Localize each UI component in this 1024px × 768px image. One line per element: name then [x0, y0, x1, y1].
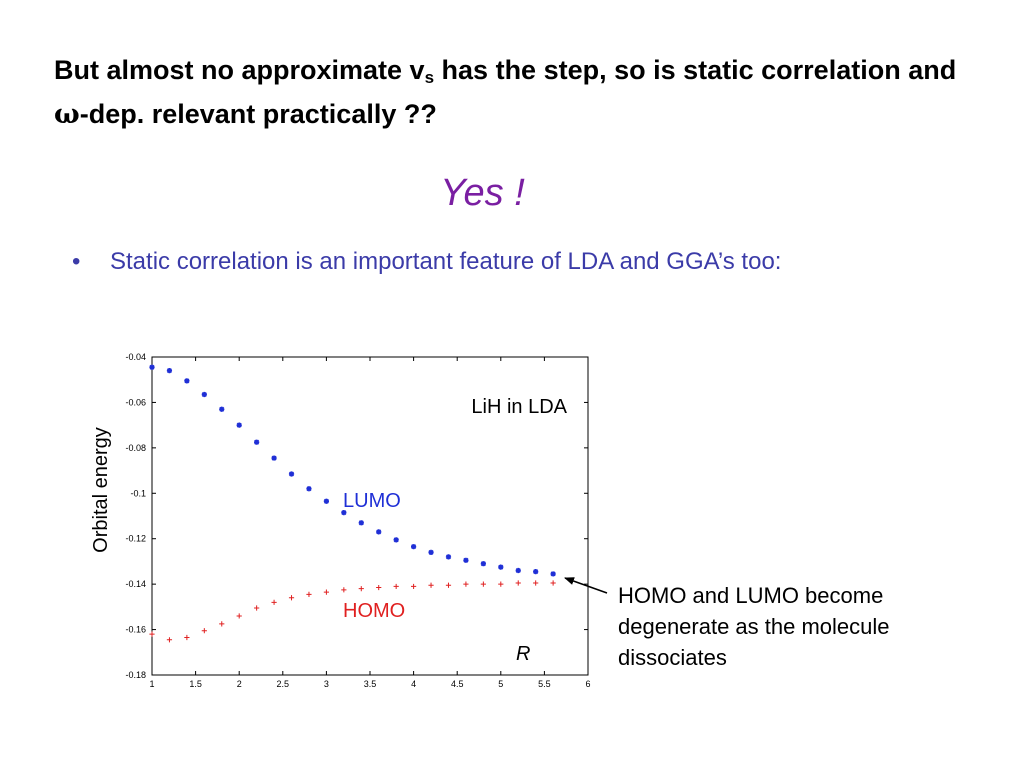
- lumo-point: [306, 486, 312, 492]
- homo-point: [254, 605, 260, 611]
- lumo-point: [149, 364, 155, 370]
- homo-point: [533, 580, 539, 586]
- x-tick-label: 4: [411, 679, 416, 689]
- homo-point: [393, 583, 399, 590]
- lumo-point: [411, 544, 417, 550]
- lumo-point: [323, 498, 329, 504]
- lumo-point: [341, 509, 347, 516]
- lumo-point: [550, 571, 556, 577]
- lumo-point: [376, 529, 382, 535]
- homo-point: [428, 582, 434, 588]
- lumo-point: [480, 561, 486, 567]
- lumo-point: [219, 406, 225, 412]
- homo-point: [149, 631, 155, 637]
- homo-point: [184, 634, 190, 641]
- title-subscript: s: [424, 68, 435, 87]
- y-tick-label: -0.18: [125, 670, 146, 680]
- lumo-point: [288, 471, 295, 477]
- chart-title: LiH in LDA: [471, 396, 567, 418]
- x-tick-label: 3.5: [364, 679, 377, 689]
- x-tick-label: 1.5: [189, 679, 202, 689]
- title-part1: But almost no approximate v: [54, 55, 425, 85]
- lumo-point: [236, 422, 242, 428]
- lumo-point: [201, 391, 207, 398]
- lumo-point: [184, 378, 190, 384]
- bullet-text: Static correlation is an important featu…: [110, 248, 782, 275]
- x-tick-label: 1: [149, 679, 154, 689]
- bullet-marker: •: [72, 248, 81, 275]
- homo-point: [550, 580, 556, 586]
- lumo-point: [393, 537, 399, 543]
- x-axis-label: R: [516, 643, 530, 665]
- x-tick-label: 4.5: [451, 679, 464, 689]
- lumo-point: [166, 368, 173, 374]
- y-tick-label: -0.16: [125, 625, 146, 635]
- lumo-point: [358, 520, 364, 526]
- y-tick-label: -0.14: [125, 579, 146, 589]
- homo-point: [201, 628, 207, 634]
- lumo-point: [533, 569, 539, 575]
- homo-label: HOMO: [343, 600, 405, 622]
- homo-point: [288, 595, 295, 601]
- homo-point: [271, 599, 277, 605]
- plot-area: 1 1.5 2 2.5 3 3.5 4 4.5 5 5.5 6 -0.04 -0.06 -0.08 -0.1…: [125, 352, 590, 689]
- lumo-label: LUMO: [343, 490, 401, 512]
- homo-point: [236, 613, 242, 619]
- homo-point: [411, 583, 417, 590]
- note-text: HOMO and LUMO become degenerate as the m…: [618, 583, 890, 670]
- y-tick-label: -0.04: [125, 352, 146, 362]
- title-part3: -dep. relevant practically ??: [79, 99, 437, 129]
- yes-heading: Yes !: [440, 172, 525, 214]
- x-tick-label: 6: [585, 679, 590, 689]
- title-omega: ω: [54, 99, 80, 130]
- x-tick-label: 5: [498, 679, 503, 689]
- lumo-point: [254, 439, 260, 445]
- lumo-point: [445, 554, 452, 560]
- bullet-item: • Static correlation is an important feat…: [72, 248, 781, 276]
- homo-point: [480, 581, 486, 587]
- homo-point: [166, 637, 173, 643]
- y-axis-label: Orbital energy: [90, 427, 112, 553]
- homo-point: [445, 582, 452, 588]
- homo-point: [376, 584, 382, 591]
- lumo-point: [515, 567, 521, 574]
- y-tick-label: -0.12: [125, 534, 146, 544]
- x-tick-label: 2.5: [277, 679, 290, 689]
- x-tick-label: 5.5: [538, 679, 551, 689]
- y-tick-label: -0.08: [125, 443, 146, 453]
- slide-title: But almost no approximate vs has the ste…: [54, 52, 984, 133]
- homo-point: [498, 581, 504, 587]
- y-tick-label: -0.06: [125, 397, 146, 407]
- homo-point: [323, 589, 329, 595]
- homo-point: [341, 587, 347, 593]
- x-tick-label: 3: [324, 679, 329, 689]
- lumo-point: [428, 549, 434, 555]
- lumo-point: [271, 455, 277, 461]
- lumo-point: [463, 557, 469, 563]
- y-tick-label: -0.1: [130, 488, 146, 498]
- x-tick-label: 2: [237, 679, 242, 689]
- homo-point: [306, 591, 312, 597]
- homo-point: [463, 581, 469, 587]
- lumo-point: [498, 564, 504, 570]
- homo-point: [219, 621, 225, 627]
- title-part2: has the step, so is static correlation a…: [434, 55, 957, 85]
- note-arrow: [564, 577, 608, 594]
- homo-point: [515, 580, 521, 586]
- homo-point: [358, 586, 364, 592]
